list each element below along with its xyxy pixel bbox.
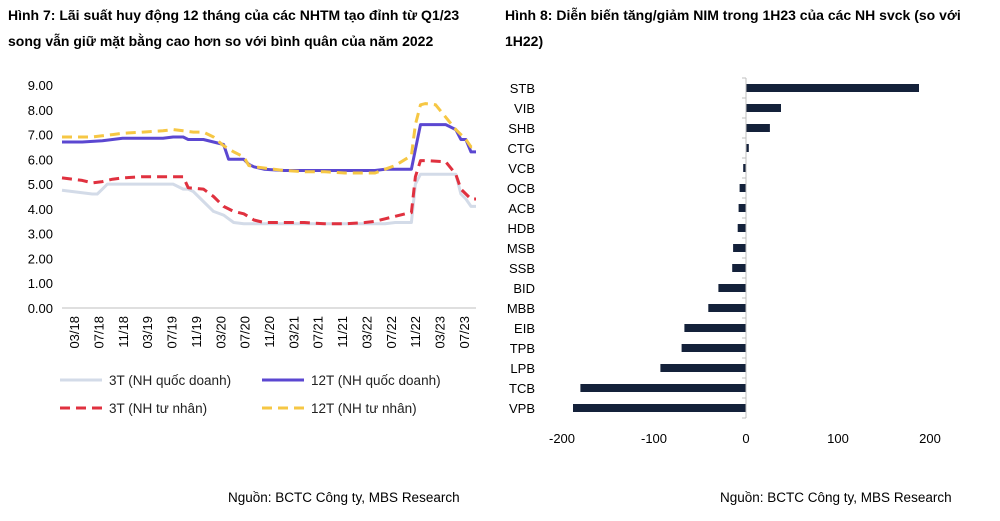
- category-label: CTG: [508, 141, 535, 156]
- category-label: HDB: [508, 221, 535, 236]
- y-tick-label: 0.00: [28, 301, 53, 316]
- x-tick-label: 0: [742, 431, 749, 446]
- chart-title-left: Hình 7: Lãi suất huy động 12 tháng của c…: [8, 7, 460, 49]
- category-label: SHB: [508, 121, 535, 136]
- y-tick-label: 7.00: [28, 128, 53, 143]
- source-note-left: Nguồn: BCTC Công ty, MBS Research: [228, 490, 460, 505]
- series-line: [61, 172, 476, 226]
- legend-label: 12T (NH tư nhân): [311, 401, 417, 416]
- category-label: BID: [513, 281, 535, 296]
- legend-label: 12T (NH quốc doanh): [311, 373, 441, 388]
- bar: [580, 384, 746, 392]
- line-chart-legend: 3T (NH quốc doanh) 12T (NH quốc doanh) 3T …: [60, 373, 441, 416]
- bar: [738, 204, 746, 212]
- bar: [739, 184, 746, 192]
- bar: [681, 344, 746, 352]
- category-label: VCB: [508, 161, 535, 176]
- x-tick-label: 11/20: [262, 316, 277, 348]
- series-line: [62, 102, 476, 175]
- x-tick-label: 03/19: [140, 316, 155, 349]
- category-label: LPB: [510, 361, 535, 376]
- y-tick-label: 4.00: [28, 202, 53, 217]
- series-line: [61, 159, 476, 226]
- x-tick-label: 07/18: [92, 316, 107, 349]
- category-label: TPB: [510, 341, 535, 356]
- x-tick-label: 07/19: [165, 316, 180, 349]
- x-tick-label: 07/22: [384, 316, 399, 349]
- bar: [732, 264, 746, 272]
- x-tick-label: 07/20: [238, 316, 253, 349]
- x-tick-label: 03/20: [213, 316, 228, 349]
- y-tick-label: 1.00: [28, 276, 53, 291]
- legend-label: 3T (NH quốc doanh): [109, 373, 231, 388]
- chart-title-right: Hình 8: Diễn biến tăng/giảm NIM trong 1H…: [505, 7, 961, 49]
- y-tick-label: 6.00: [28, 152, 53, 167]
- x-tick-label: 07/23: [457, 316, 472, 349]
- y-tick-label: 5.00: [28, 177, 53, 192]
- legend-label: 3T (NH tư nhân): [109, 401, 207, 416]
- bar: [746, 144, 749, 152]
- x-tick-label: 100: [827, 431, 849, 446]
- bar: [746, 124, 770, 132]
- category-label: SSB: [509, 261, 535, 276]
- y-tick-label: 3.00: [28, 227, 53, 242]
- x-tick-label: -100: [641, 431, 667, 446]
- x-tick-label: 03/18: [67, 316, 82, 349]
- x-tick-label: 11/18: [116, 316, 131, 348]
- category-label: OCB: [507, 181, 535, 196]
- y-tick-label: 8.00: [28, 103, 53, 118]
- x-tick-label: 11/19: [189, 316, 204, 348]
- category-label: EIB: [514, 321, 535, 336]
- bar: [573, 404, 746, 412]
- x-tick-label: 03/22: [359, 316, 374, 349]
- series-line: [62, 123, 476, 172]
- source-note-right: Nguồn: BCTC Công ty, MBS Research: [720, 490, 952, 505]
- bar: [733, 244, 746, 252]
- category-label: VPB: [509, 401, 535, 416]
- bar: [746, 104, 781, 112]
- category-label: STB: [510, 81, 535, 96]
- x-tick-label: 11/21: [335, 316, 350, 348]
- bar-chart: STB VIB SHB CTG VCB OCB ACB HDB MSB SSB BID MBB EIB T…: [507, 77, 941, 446]
- y-tick-label: 2.00: [28, 251, 53, 266]
- category-label: VIB: [514, 101, 535, 116]
- x-tick-label: 03/21: [286, 316, 301, 349]
- x-tick-label: 03/23: [432, 316, 447, 349]
- category-label: TCB: [509, 381, 535, 396]
- category-label: MBB: [507, 301, 535, 316]
- bar: [718, 284, 746, 292]
- y-tick-label: 9.00: [28, 78, 53, 93]
- x-tick-label: -200: [549, 431, 575, 446]
- x-tick-label: 07/21: [311, 316, 326, 349]
- category-label: MSB: [507, 241, 535, 256]
- bar: [708, 304, 746, 312]
- category-label: ACB: [508, 201, 535, 216]
- bar: [660, 364, 746, 372]
- bar: [746, 84, 919, 92]
- line-chart: 0.00 1.00 2.00 3.00 4.00 5.00 6.00 7.00 8.00 9.00…: [28, 78, 476, 349]
- x-tick-label: 11/22: [408, 316, 423, 348]
- bar: [743, 164, 746, 172]
- x-tick-label: 200: [919, 431, 941, 446]
- bar: [684, 324, 746, 332]
- bar: [737, 224, 746, 232]
